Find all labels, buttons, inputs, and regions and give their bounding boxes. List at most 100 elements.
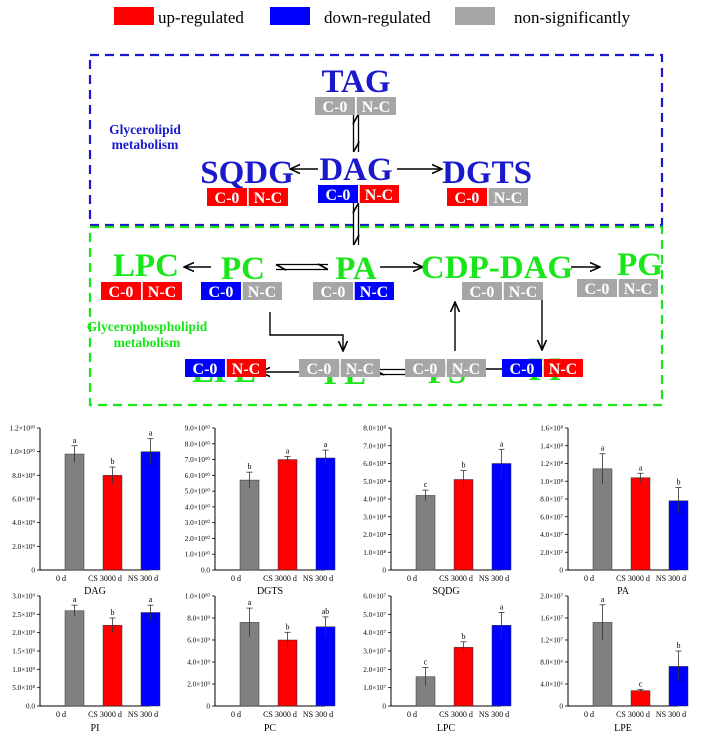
status-box [488, 188, 528, 206]
chart-dgts: 0.0 1.0×10¹⁰ 2.0×10¹⁰ 3.0×10¹⁰ 4.0×10¹⁰ 5.0×1… [185, 425, 336, 597]
y-tick-label: 1.2×10⁸ [540, 460, 563, 468]
bar-0-d [415, 495, 436, 571]
node-label: DGTS [442, 155, 532, 191]
significance-letter: b [111, 457, 115, 466]
significance-letter: c [424, 480, 428, 489]
status-box [248, 188, 288, 206]
significance-letter: a [500, 603, 504, 612]
x-tick-label: 0 d [56, 710, 66, 719]
y-tick-label: 0 [206, 703, 210, 711]
x-tick-label: NS 300 d [656, 574, 686, 583]
node-ps: PSC-0N-C [405, 355, 486, 391]
significance-letter: a [601, 595, 605, 604]
status-label: N-C [148, 284, 176, 301]
bar-cs-3000-d [453, 647, 474, 707]
region-box-glycerolipid [88, 53, 664, 227]
region-label-glycerolipid: Glycerolipid [109, 122, 181, 137]
status-box [577, 279, 617, 297]
x-tick-label: CS 3000 d [616, 710, 650, 719]
y-tick-label: 2.0×10⁷ [540, 549, 563, 557]
y-tick-label: 0.0 [201, 567, 210, 575]
significance-letter: b [677, 641, 681, 650]
status-label: N-C [549, 361, 577, 378]
bar-0-d [64, 453, 85, 571]
status-box [356, 97, 396, 115]
chart-title: LPC [437, 723, 456, 734]
x-tick-label: 0 d [584, 710, 594, 719]
status-box [101, 282, 141, 300]
status-label: N-C [254, 190, 282, 207]
status-box [340, 359, 380, 377]
y-tick-label: 4.0×10⁸ [363, 496, 386, 504]
y-tick-label: 4.0×10⁹ [187, 659, 210, 667]
y-tick-label: 4.0×10¹⁰ [185, 503, 210, 511]
node-label: CDP-DAG [421, 250, 573, 286]
x-tick-label: CS 3000 d [263, 574, 297, 583]
status-label: C-0 [323, 99, 348, 116]
status-label: C-0 [585, 281, 610, 298]
status-label: N-C [509, 284, 537, 301]
y-tick-label: 4.0×10⁶ [540, 681, 563, 689]
y-tick-label: 3.0×10⁹ [12, 593, 35, 601]
y-tick-label: 2.0×10⁷ [363, 666, 386, 674]
y-tick-label: 1.4×10⁸ [540, 442, 563, 450]
chart-lpc: 0 1.0×10⁷ 2.0×10⁷ 3.0×10⁷ 4.0×10⁷ 5.0×10⁷ 6.0×… [363, 593, 512, 734]
status-label: C-0 [470, 284, 495, 301]
status-label: C-0 [193, 361, 218, 378]
y-tick-label: 9.0×10¹⁰ [185, 425, 210, 433]
node-label: DAG [319, 152, 392, 188]
x-tick-label: NS 300 d [303, 710, 333, 719]
legend-label-1: down-regulated [324, 8, 431, 27]
status-label: N-C [232, 361, 260, 378]
node-label: PA [335, 251, 377, 287]
node-label: PC [221, 251, 265, 287]
node-label: LPC [113, 248, 179, 284]
bar-ns-300-d [315, 626, 336, 707]
legend-label-2: non-significantly [514, 8, 631, 27]
region-label-glycerophospholipid: Glycerophospholipid [87, 319, 208, 334]
significance-letter: b [248, 462, 252, 471]
bar-cs-3000-d [630, 690, 651, 707]
y-tick-label: 2.0×10⁹ [187, 681, 210, 689]
y-tick-label: 4.0×10⁷ [540, 531, 563, 539]
x-tick-label: NS 300 d [303, 574, 333, 583]
y-tick-label: 6.0×10⁸ [363, 460, 386, 468]
chart-pc: 0 2.0×10⁹ 4.0×10⁹ 6.0×10⁹ 8.0×10⁹ 1.0×10¹⁰ a 0 … [185, 593, 336, 734]
chart-lpe: 0 4.0×10⁶ 8.0×10⁶ 1.2×10⁷ 1.6×10⁷ 2.0×10⁷ a 0 d… [540, 593, 689, 734]
y-tick-label: 2.0×10⁸ [363, 531, 386, 539]
y-tick-label: 6.0×10¹⁰ [185, 472, 210, 480]
status-label: C-0 [510, 361, 535, 378]
y-tick-label: 3.0×10¹⁰ [185, 519, 210, 527]
status-label: N-C [494, 190, 522, 207]
status-box [462, 282, 502, 300]
y-tick-label: 2.0×10⁹ [12, 629, 35, 637]
edge-pc-pe [269, 312, 343, 351]
status-box [318, 185, 358, 203]
status-box [315, 97, 355, 115]
y-tick-label: 5.0×10⁸ [12, 684, 35, 692]
legend: up-regulated down-regulated non-significan… [114, 7, 631, 27]
status-label: C-0 [413, 361, 438, 378]
y-tick-label: 1.0×10⁸ [540, 478, 563, 486]
x-tick-label: CS 3000 d [439, 710, 473, 719]
status-label: N-C [365, 187, 393, 204]
x-tick-label: 0 d [231, 710, 241, 719]
chart-pa: 0 2.0×10⁷ 4.0×10⁷ 6.0×10⁷ 8.0×10⁷ 1.0×10⁸ 1.2×… [540, 425, 689, 597]
node-lpe: LPEC-0N-C [185, 354, 266, 390]
bar-0-d [64, 610, 85, 707]
bar-cs-3000-d [630, 477, 651, 571]
y-tick-label: 4.0×10⁷ [363, 629, 386, 637]
y-tick-label: 3.0×10⁷ [363, 648, 386, 656]
status-label: C-0 [215, 190, 240, 207]
y-tick-label: 0 [559, 567, 563, 575]
status-label: N-C [452, 361, 480, 378]
chart-title: DAG [84, 586, 106, 597]
x-tick-label: CS 3000 d [439, 574, 473, 583]
y-tick-label: 1.2×10¹⁰ [10, 425, 35, 433]
significance-letter: b [677, 477, 681, 486]
pathway-edges [184, 114, 600, 375]
